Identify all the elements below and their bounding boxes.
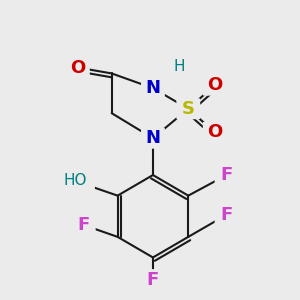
Text: F: F [147, 271, 159, 289]
FancyBboxPatch shape [141, 269, 165, 290]
FancyBboxPatch shape [66, 57, 90, 78]
Text: F: F [220, 206, 233, 224]
Text: N: N [146, 129, 160, 147]
FancyBboxPatch shape [203, 122, 227, 143]
Text: F: F [78, 216, 90, 234]
Text: H: H [174, 58, 185, 74]
Text: F: F [220, 166, 233, 184]
FancyBboxPatch shape [141, 78, 165, 99]
Text: O: O [207, 76, 222, 94]
FancyBboxPatch shape [203, 75, 227, 96]
FancyBboxPatch shape [72, 214, 96, 236]
FancyBboxPatch shape [55, 170, 95, 191]
Text: O: O [207, 123, 222, 141]
Text: O: O [70, 58, 85, 76]
FancyBboxPatch shape [214, 165, 239, 185]
Text: HO: HO [63, 173, 87, 188]
FancyBboxPatch shape [167, 56, 191, 76]
FancyBboxPatch shape [141, 128, 165, 149]
Text: S: S [182, 100, 195, 118]
FancyBboxPatch shape [176, 98, 200, 119]
Text: N: N [146, 79, 160, 97]
FancyBboxPatch shape [214, 204, 239, 225]
